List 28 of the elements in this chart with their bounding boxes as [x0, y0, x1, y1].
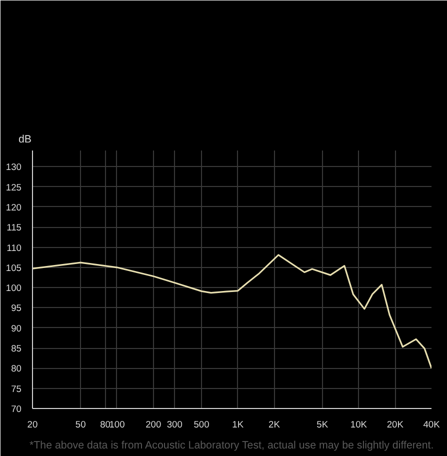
x-tick-label: 1K — [232, 420, 244, 430]
y-tick-label: 125 — [6, 182, 22, 192]
x-tick-label: 2K — [268, 420, 281, 430]
x-tick-label: 5K — [316, 420, 329, 430]
x-tick-label: 50 — [75, 420, 86, 430]
y-tick-label: 95 — [11, 303, 22, 314]
x-tick-label: 100 — [109, 420, 125, 430]
y-tick-label: 90 — [11, 323, 22, 334]
y-tick-label: 115 — [6, 222, 22, 233]
y-tick-label: 105 — [6, 262, 22, 273]
y-tick-label: 85 — [11, 344, 22, 354]
y-axis-title: dB — [18, 134, 32, 146]
x-tick-label: 80 — [100, 420, 110, 430]
x-tick-label: 500 — [194, 420, 210, 430]
x-tick-label: 20 — [27, 420, 38, 430]
x-tick-label: 20K — [386, 420, 404, 430]
y-tick-label: 70 — [11, 404, 22, 414]
y-tick-label: 120 — [6, 202, 22, 212]
x-tick-label: 40K — [423, 420, 441, 430]
y-tick-label: 80 — [11, 364, 22, 374]
x-tick-label: 300 — [166, 420, 182, 430]
y-tick-label: 100 — [6, 283, 22, 294]
y-tick-label: 130 — [6, 162, 22, 172]
x-tick-label: 200 — [146, 420, 162, 430]
y-tick-label: 75 — [11, 384, 22, 394]
text: *The above data is from Acoustic Laboratory Test, actual use may be slightly different. — [30, 440, 434, 452]
y-tick-label: 110 — [6, 242, 22, 253]
x-tick-label: 10K — [350, 420, 368, 430]
